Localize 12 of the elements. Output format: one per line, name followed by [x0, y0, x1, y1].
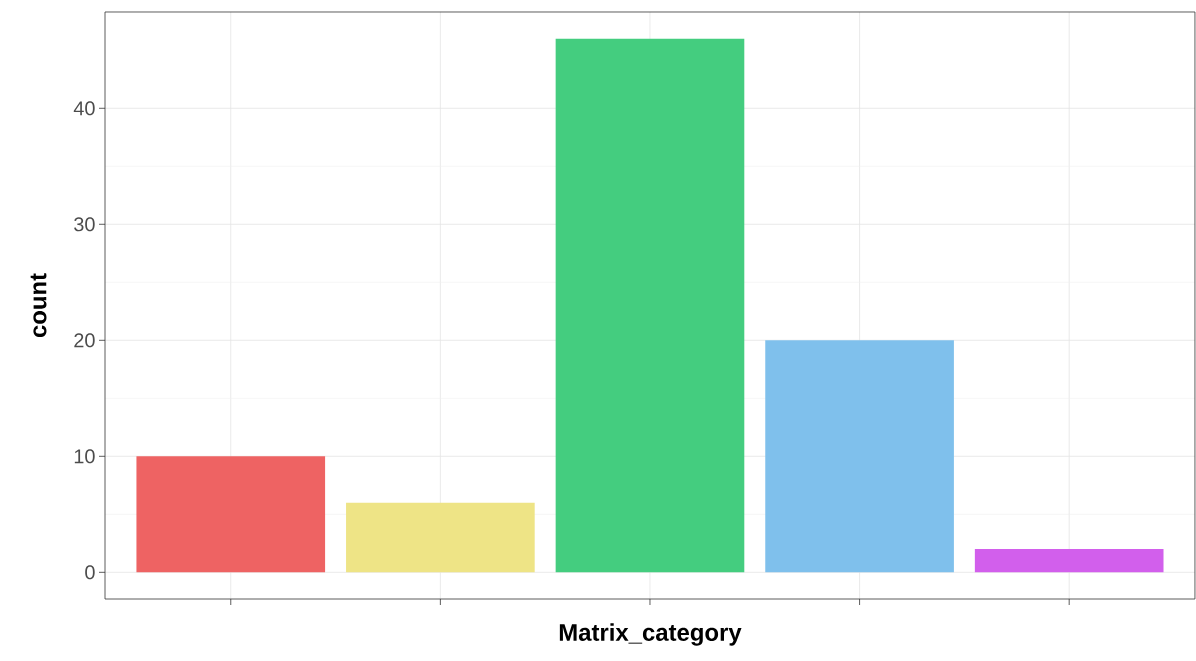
bar [136, 456, 326, 573]
bar [555, 38, 745, 573]
bar [346, 502, 535, 573]
y-axis-title: count [30, 273, 47, 338]
bar [974, 549, 1164, 573]
y-tick-label: 20 [74, 333, 95, 348]
y-tick-label: 10 [74, 449, 95, 464]
x-axis-title: Matrix_category [559, 623, 742, 646]
y-tick-label: 0 [85, 565, 95, 580]
y-tick-label: 30 [74, 217, 95, 232]
y-tick-label: 40 [73, 101, 95, 116]
bar [765, 340, 954, 573]
